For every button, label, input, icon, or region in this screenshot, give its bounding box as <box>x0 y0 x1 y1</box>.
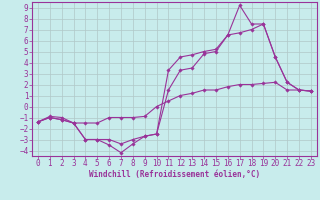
X-axis label: Windchill (Refroidissement éolien,°C): Windchill (Refroidissement éolien,°C) <box>89 170 260 179</box>
